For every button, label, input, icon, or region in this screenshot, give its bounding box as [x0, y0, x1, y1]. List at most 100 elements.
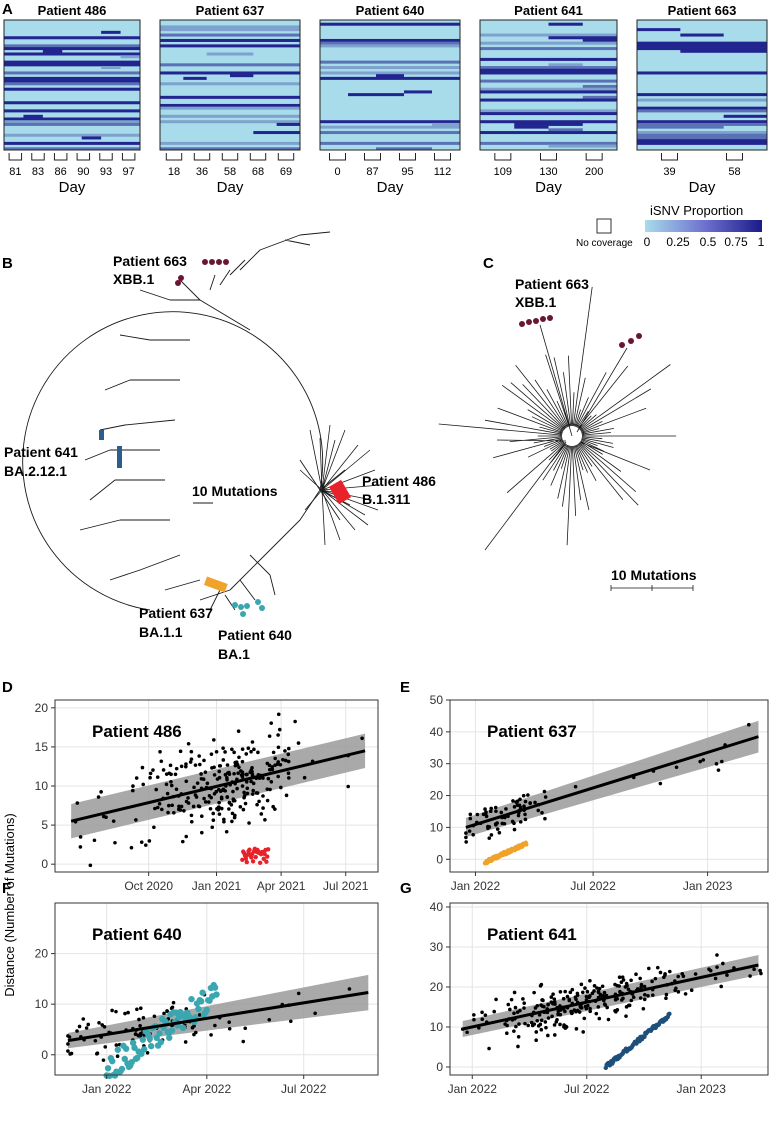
data-point	[626, 987, 631, 992]
data-point	[231, 799, 236, 803]
heatmap-cell	[4, 120, 140, 124]
data-point	[157, 802, 162, 806]
scatter-panel-g: 0 10 20 30 40 Jan 2022 Jul 2022 Jan 2023 Patient…	[430, 900, 769, 1096]
data-point	[512, 805, 517, 809]
data-point	[221, 746, 225, 750]
tree-b-label-637-lineage: BA.1.1	[139, 624, 183, 640]
data-point	[246, 746, 251, 750]
data-point	[595, 986, 599, 990]
data-point	[716, 768, 721, 772]
heatmap-cell	[160, 120, 300, 124]
data-point	[232, 771, 236, 776]
data-point	[265, 798, 270, 803]
data-point	[655, 965, 660, 970]
data-point	[574, 1027, 579, 1031]
data-point	[239, 773, 244, 777]
data-point	[569, 1009, 573, 1014]
tree-b-label-486-name: Patient 486	[362, 473, 436, 489]
heatmap-cell	[183, 76, 207, 80]
data-point	[613, 1009, 617, 1013]
data-point	[511, 799, 515, 803]
data-point	[512, 1029, 516, 1033]
data-point	[620, 975, 625, 979]
data-point	[210, 825, 215, 830]
heatmap-cell	[480, 98, 617, 102]
background-points	[460, 953, 763, 1051]
data-point	[480, 1010, 484, 1015]
data-point	[177, 804, 181, 809]
data-point	[252, 747, 256, 752]
data-point	[236, 771, 240, 775]
data-point	[245, 786, 250, 791]
data-point	[199, 814, 204, 819]
data-point	[221, 758, 226, 762]
data-point	[173, 772, 178, 777]
data-point	[523, 1021, 527, 1026]
heatmap-cell	[160, 103, 300, 107]
data-point	[225, 771, 230, 775]
phylogenetic-tree-c: Patient 663 XBB.1 10 Mutations	[438, 276, 697, 591]
data-point	[521, 793, 526, 798]
heatmap-cell	[101, 30, 121, 34]
data-point	[587, 994, 592, 999]
data-point	[536, 808, 541, 813]
heatmap-cell	[637, 41, 767, 45]
data-point	[265, 761, 270, 766]
patient-point	[264, 859, 269, 864]
tree-branches	[22, 231, 351, 611]
data-point	[259, 812, 264, 816]
heatmap-cell	[160, 38, 300, 42]
heatmap-cell	[4, 71, 140, 75]
tree-b-label-640-lineage: BA.1	[218, 646, 250, 662]
patient-point	[243, 856, 249, 861]
data-point	[674, 986, 678, 991]
data-point	[152, 1014, 157, 1019]
legend-title: iSNV Proportion	[650, 203, 743, 218]
data-point	[235, 786, 239, 791]
heatmap-cell	[637, 136, 767, 140]
heatmap-cell	[320, 131, 460, 135]
y-tick-label: 20	[430, 980, 444, 994]
day-label: 69	[280, 166, 292, 178]
heatmap-cell	[276, 122, 300, 126]
heatmap-cell	[404, 90, 432, 94]
data-point	[505, 1031, 509, 1035]
heatmap-cell	[548, 36, 617, 40]
data-point	[244, 752, 249, 756]
data-point	[626, 1003, 631, 1008]
data-point	[237, 765, 241, 770]
data-point	[550, 1014, 554, 1019]
data-point	[86, 1022, 91, 1027]
y-axis-label: Distance (Number of Mutations)	[2, 813, 17, 997]
data-point	[174, 766, 179, 771]
data-point	[189, 813, 194, 818]
data-point	[172, 811, 176, 815]
data-point	[189, 749, 194, 754]
day-label: 97	[123, 166, 135, 178]
data-point	[101, 1058, 106, 1062]
data-point	[556, 1012, 560, 1017]
heatmap-cell	[160, 63, 300, 67]
data-point	[638, 996, 643, 1000]
data-point	[276, 712, 281, 717]
data-point	[582, 1016, 587, 1021]
data-point	[235, 762, 240, 767]
data-point	[159, 759, 164, 764]
patient-point	[265, 847, 271, 852]
data-point	[539, 1027, 544, 1032]
data-point	[543, 795, 548, 799]
data-point	[471, 832, 475, 837]
heatmap-cell	[120, 55, 140, 59]
heatmap-cell	[23, 114, 43, 118]
day-bracket	[661, 153, 678, 161]
data-point	[283, 749, 287, 753]
data-point	[313, 1011, 317, 1016]
data-point	[573, 784, 578, 789]
day-bracket	[99, 153, 113, 161]
data-point	[553, 1002, 557, 1006]
data-point	[487, 836, 492, 840]
data-point	[104, 815, 108, 819]
data-point	[266, 776, 271, 781]
data-point	[193, 763, 198, 767]
patient-point	[195, 1005, 202, 1013]
